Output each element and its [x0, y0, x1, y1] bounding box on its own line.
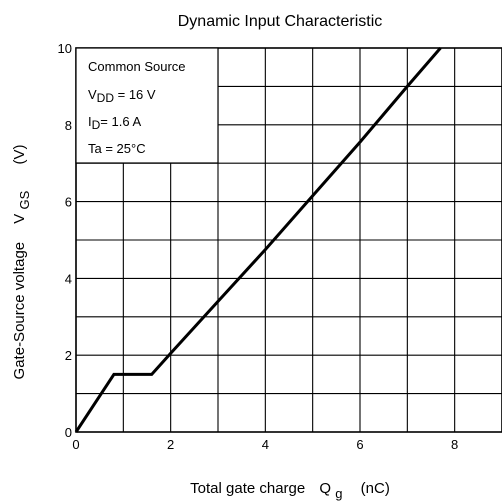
y-tick-label: 8 — [65, 118, 72, 133]
x-axis-label: Total gate charge Q g (nC) — [190, 480, 390, 502]
y-axis-label-unit: (V) — [11, 145, 28, 165]
x-tick-label: 8 — [451, 437, 458, 452]
y-tick-label: 2 — [65, 348, 72, 363]
y-tick-label: 10 — [58, 41, 72, 56]
condition-vdd: VDD = 16 V — [88, 87, 156, 105]
y-axis-label-subscript: GS — [17, 190, 32, 209]
condition-common-source: Common Source — [88, 59, 186, 74]
series-line — [74, 47, 442, 433]
x-axis-label-unit: (nC) — [361, 480, 390, 497]
y-axis-label-main: Gate-Source voltage — [11, 242, 28, 380]
y-tick-label: 4 — [65, 271, 72, 286]
chart-title: Dynamic Input Characteristic — [178, 13, 383, 30]
y-tick-label: 0 — [65, 425, 72, 440]
condition-ta: Ta = 25°C — [88, 141, 146, 156]
x-axis-label-symbol: Q — [319, 480, 331, 497]
x-tick-label: 0 — [72, 437, 79, 452]
conditions-box: Common Source VDD = 16 V ID= 1.6 A Ta = … — [75, 47, 219, 164]
grid — [75, 47, 502, 433]
conditions-box-frame — [75, 47, 219, 164]
x-axis-label-main: Total gate charge — [190, 480, 305, 497]
x-tick-label: 2 — [167, 437, 174, 452]
x-tick-label: 4 — [262, 437, 269, 452]
y-tick-label: 6 — [65, 195, 72, 210]
condition-id: ID= 1.6 A — [88, 114, 141, 132]
y-axis-label: Gate-Source voltage V GS (V) — [11, 145, 33, 380]
y-axis-label-symbol: V — [11, 214, 28, 224]
x-tick-label: 6 — [356, 437, 363, 452]
plot-frame — [75, 47, 502, 433]
x-axis-label-subscript: g — [335, 486, 342, 501]
